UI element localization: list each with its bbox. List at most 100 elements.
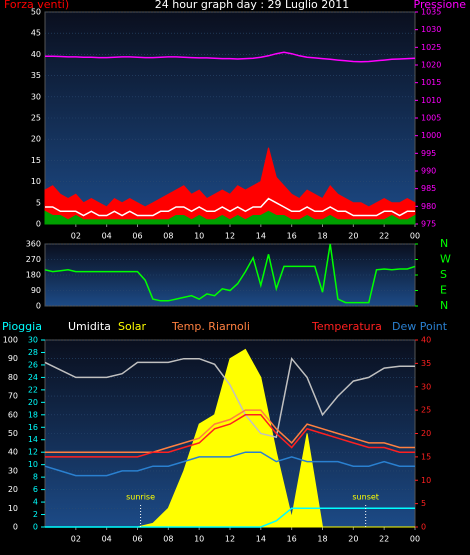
x-tick-label: 04 [102,232,112,241]
y2-tick-label: 1015 [421,78,441,87]
y3-tick-label: 20 [28,398,38,407]
y-tick-label: 25 [31,114,41,123]
y2-tick-label: 1035 [421,8,441,17]
y3-tick-label: 22 [28,385,38,394]
x-tick-label: 08 [163,232,173,241]
y-tick-label: 360 [26,240,41,249]
y-tick-label: 70 [8,392,18,401]
legend-label: Solar [118,320,147,333]
y-tick-label: 10 [8,504,18,513]
y3-tick-label: 14 [28,435,38,444]
x-tick-label: 20 [348,232,358,241]
y-tick-label: 20 [31,135,41,144]
y-tick-label: 80 [8,373,18,382]
series-line [45,414,415,458]
x-tick-label: 10 [194,535,204,544]
x-tick-label: 12 [225,232,235,241]
y3-tick-label: 2 [33,510,38,519]
y2-tick-label: 0 [421,523,426,532]
y-tick-label: 20 [8,485,18,494]
y2-tick-label: 995 [421,149,436,158]
y-tick-label: 270 [26,255,41,264]
y2-tick-label: 1030 [421,25,441,34]
y3-tick-label: 28 [28,348,38,357]
legend-label: Temperatura [311,320,382,333]
y-tick-label: 15 [31,156,41,165]
y2-tick-label: 1000 [421,131,441,140]
y-tick-label: 45 [31,29,41,38]
y-tick-label: 0 [36,220,41,229]
x-tick-label: 02 [71,535,81,544]
y-tick-label: 0 [13,523,18,532]
series-area [44,210,416,225]
legend-label: Umidita [68,320,111,333]
legend-label: Pioggia [2,320,42,333]
x-tick-label: 04 [102,535,112,544]
y2-tick-label: 20 [421,429,431,438]
y2-tick-label: 35 [421,359,431,368]
y3-tick-label: 24 [28,373,38,382]
x-tick-label: 18 [317,232,327,241]
y-tick-label: 180 [26,271,41,280]
legend-label: Dew Point [392,320,448,333]
x-tick-label: 02 [71,232,81,241]
y2-tick-label: 990 [421,167,436,176]
y2-tick-label: 30 [421,382,431,391]
y2-tick-label: S [440,268,447,281]
x-tick-label: 00 [410,535,420,544]
x-tick-label: 18 [317,535,327,544]
y2-tick-label: 5 [421,499,426,508]
y2-tick-label: 975 [421,220,436,229]
x-tick-label: 08 [163,535,173,544]
y-tick-label: 100 [3,336,18,345]
y3-tick-label: 4 [33,498,38,507]
y3-tick-label: 26 [28,360,38,369]
y2-tick-label: 985 [421,184,436,193]
x-tick-label: 10 [194,232,204,241]
y2-tick-label: 25 [421,406,431,415]
x-tick-label: 16 [287,232,297,241]
y2-axis-label: Pressione [414,0,467,11]
series-line [45,507,415,528]
annotation-label: sunrise [126,493,155,502]
y3-tick-label: 18 [28,410,38,419]
y3-tick-label: 30 [28,336,38,345]
y2-tick-label: E [440,284,447,297]
x-tick-label: 14 [256,232,266,241]
y2-tick-label: 1025 [421,43,441,52]
y-tick-label: 90 [8,354,18,363]
y3-tick-label: 16 [28,423,38,432]
y-tick-label: 5 [36,198,41,207]
series-line [44,451,415,477]
y2-tick-label: 15 [421,452,431,461]
y2-tick-label: 1020 [421,61,441,70]
y-axis-label: Forza venti) [4,0,69,11]
chart-title: 24 hour graph day : 29 Luglio 2011 [155,0,350,11]
x-tick-label: 22 [379,535,389,544]
y-tick-label: 0 [36,302,41,311]
y-tick-label: 60 [8,410,18,419]
y2-tick-label: N [440,299,448,312]
legend-label: Temp. Riarnoli [171,320,250,333]
y2-tick-label: 1005 [421,114,441,123]
x-tick-label: 14 [256,535,266,544]
y-tick-label: 40 [31,50,41,59]
y2-tick-label: 980 [421,202,436,211]
x-tick-label: 12 [225,535,235,544]
y3-tick-label: 12 [28,448,38,457]
series-line [44,243,416,304]
y-tick-label: 50 [8,429,18,438]
y2-tick-label: N [440,237,448,250]
y-tick-label: 30 [8,466,18,475]
y-tick-label: 30 [31,92,41,101]
plot-area [44,11,416,225]
x-tick-label: 16 [287,535,297,544]
y-tick-label: 40 [8,448,18,457]
y2-tick-label: 40 [421,336,431,345]
y2-tick-label: 10 [421,476,431,485]
x-tick-label: 22 [379,232,389,241]
plot-area [44,243,416,307]
series-area [44,147,416,225]
y2-tick-label: 1010 [421,96,441,105]
